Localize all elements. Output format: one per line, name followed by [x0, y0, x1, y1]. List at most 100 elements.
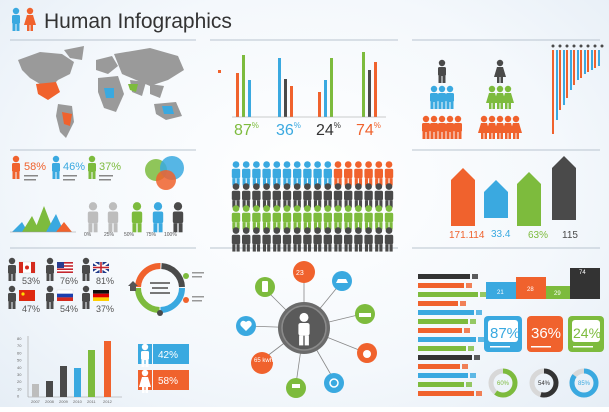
hbar: [418, 283, 464, 288]
hbar: [418, 274, 470, 279]
grid-person: [262, 205, 271, 230]
x-tick-label: 2009: [59, 399, 69, 404]
woman-icon: [24, 7, 36, 32]
x-tick-label: 2008: [45, 399, 55, 404]
bar-pct-1: 87%: [234, 121, 259, 139]
grid-person: [364, 183, 373, 208]
grid-person: [252, 183, 261, 208]
fill-label-3: 75%: [146, 232, 157, 238]
flag-germany-icon: [93, 290, 109, 301]
flag-russia-icon: [56, 289, 74, 301]
step-value-2: 28: [527, 287, 534, 293]
recycle-icon: [324, 373, 344, 393]
x-tick-label: 2011: [87, 399, 96, 404]
donut-label: 54%: [538, 381, 551, 387]
grid-person: [262, 161, 271, 186]
bar-panel: 87% 36% 24% 74%: [218, 52, 386, 139]
header-icons: [12, 7, 36, 32]
grid-person: [293, 183, 302, 208]
flag-value-4: 47%: [22, 304, 40, 314]
grid-person: [293, 205, 302, 230]
grid-person: [323, 205, 332, 230]
hbar: [418, 364, 460, 369]
grid-person: [293, 161, 302, 186]
hbar: [418, 319, 468, 324]
hbar-tag: [466, 382, 472, 387]
hub-node-top: [293, 261, 315, 283]
hbar-tag: [462, 364, 468, 369]
hbar-tag: [480, 292, 486, 297]
y-tick-label: 70: [17, 343, 22, 348]
donut-label: 60%: [497, 381, 510, 387]
arrow-value-1: 171.114: [449, 230, 485, 241]
grid-person: [364, 205, 373, 230]
grid-person: [313, 161, 322, 186]
gender-stat-3: 37%: [99, 161, 121, 173]
grid-person: [242, 183, 251, 208]
y-tick-label: 10: [17, 386, 22, 391]
y-tick-label: 60: [17, 350, 22, 355]
grid-person: [282, 161, 292, 186]
y-tick-label: 0: [17, 394, 20, 399]
gender-stat-1: 58%: [24, 161, 46, 173]
step-bars: 21 28 29 74: [486, 268, 600, 299]
donut-label: 85%: [578, 381, 591, 387]
step-value-4: 74: [579, 270, 586, 276]
hbar-tag: [470, 319, 476, 324]
percent-boxes: 87% 36% 24%: [484, 316, 604, 352]
flag-uk-icon: [92, 261, 110, 274]
home-icon: [128, 281, 138, 291]
grid-person: [344, 183, 353, 208]
percent-box-2: 36%: [531, 325, 561, 342]
hbar: [418, 391, 474, 396]
fill-label-2: 50%: [124, 232, 135, 238]
grid-person: [333, 183, 343, 208]
hbar: [418, 292, 478, 297]
mountain-chart: [10, 206, 76, 233]
hanging-bars-panel: [551, 44, 604, 134]
grid-person: [384, 161, 394, 186]
grid-person: [231, 205, 241, 230]
flag-value-3: 81%: [96, 276, 114, 286]
bar-group-4: [362, 52, 377, 117]
grid-person: [384, 183, 394, 208]
bar-group-3: [318, 58, 333, 117]
grid-person: [303, 205, 312, 230]
flag-value-6: 37%: [96, 304, 114, 314]
grid-person: [364, 161, 373, 186]
grid-person: [272, 161, 281, 186]
hbar: [418, 328, 462, 333]
male-percent: 42%: [158, 350, 178, 361]
grid-person: [313, 205, 322, 230]
grid-person: [374, 183, 383, 208]
grid-person: [282, 205, 292, 230]
grid-person: [333, 205, 343, 230]
grid-person: [344, 161, 353, 186]
grid-person: [354, 205, 363, 230]
grid-person: [282, 183, 292, 208]
grid-person: [242, 161, 251, 186]
cycle-dot-dark: [157, 310, 163, 316]
fill-label-1: 25%: [104, 232, 115, 238]
hbar-tag: [474, 355, 480, 360]
hbar: [418, 301, 458, 306]
grid-person: [374, 161, 383, 186]
grid-person: [333, 161, 343, 186]
x-axis-labels: 2007 2008 2009 2010 2011 2012: [31, 399, 113, 404]
grid-person: [374, 205, 383, 230]
y-tick-label: 30: [17, 372, 22, 377]
arrow-value-3: 63%: [528, 230, 548, 241]
hbar: [418, 310, 474, 315]
arrow-value-2: 33.4: [491, 229, 511, 240]
hbar-tag: [466, 283, 472, 288]
female-percent: 58%: [158, 376, 178, 387]
flag-value-1: 53%: [22, 276, 40, 286]
x-tick-label: 2007: [31, 399, 41, 404]
horizontal-bars: [418, 274, 486, 396]
hub-top-label: 23: [296, 270, 304, 277]
cycle-dot-green: [183, 273, 189, 279]
grid-person: [354, 161, 363, 186]
hbar-tag: [476, 310, 482, 315]
